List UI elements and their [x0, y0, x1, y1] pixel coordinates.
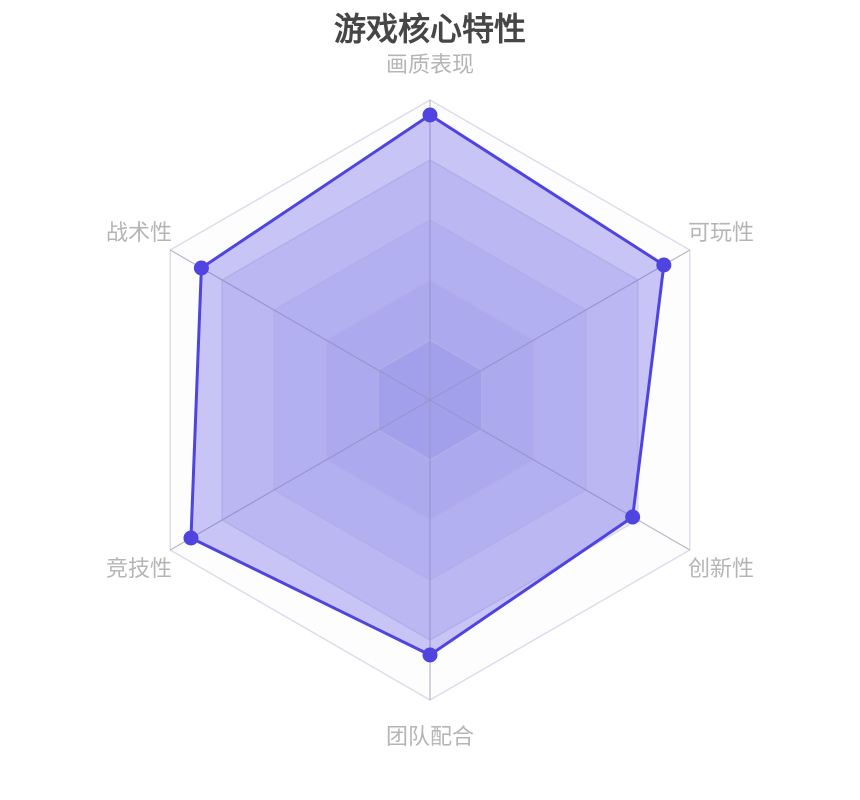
chart-title: 游戏核心特性 [333, 10, 526, 48]
indicator-label: 战术性 [106, 221, 172, 246]
axis-line [429, 249, 691, 401]
data-point [193, 260, 209, 276]
indicator-label: 创新性 [688, 557, 754, 582]
data-point [422, 647, 438, 663]
axis-line [169, 249, 431, 401]
data-point [656, 257, 672, 273]
data-point [625, 509, 641, 525]
indicator-label: 画质表现 [386, 53, 474, 78]
data-point [422, 107, 438, 123]
axis-line [429, 399, 691, 551]
axis-line [169, 399, 431, 551]
data-point [183, 530, 199, 546]
indicator-label: 团队配合 [386, 725, 474, 750]
indicator-label: 可玩性 [688, 221, 754, 246]
indicator-label: 竞技性 [106, 557, 172, 582]
